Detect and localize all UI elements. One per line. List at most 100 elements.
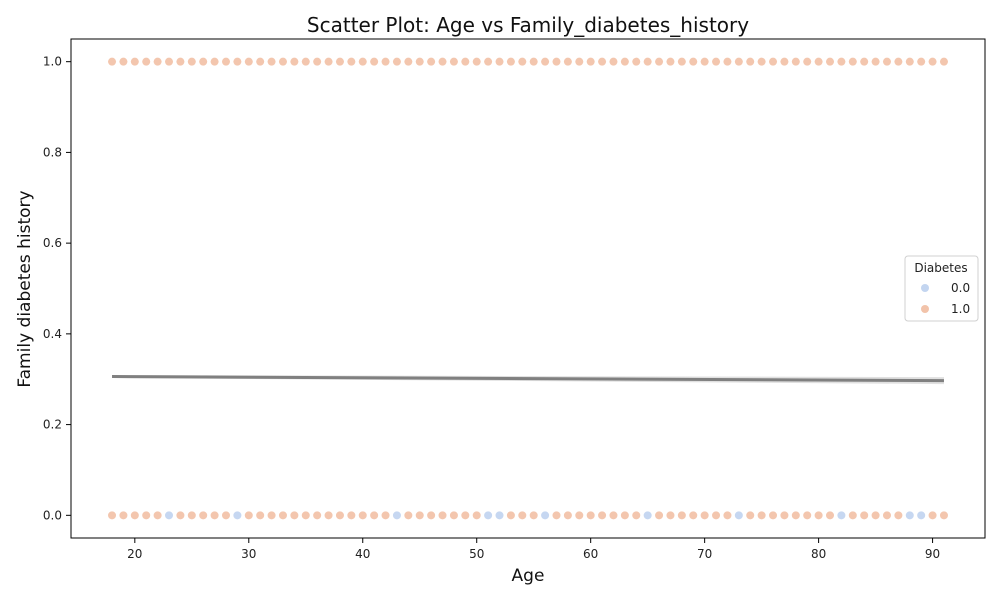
point-1.0	[677, 57, 686, 66]
point-1.0	[119, 511, 128, 520]
trendline	[112, 375, 944, 383]
point-0.0	[917, 511, 926, 520]
point-1.0	[860, 511, 869, 520]
point-1.0	[677, 511, 686, 520]
point-1.0	[187, 511, 196, 520]
point-1.0	[335, 57, 344, 66]
point-1.0	[894, 511, 903, 520]
y-axis-ticks: 0.0 0.2 0.4 0.6 0.8 1.0	[43, 55, 71, 522]
y-axis-title: Family diabetes history	[15, 190, 35, 387]
point-0.0	[233, 511, 242, 520]
point-1.0	[575, 511, 584, 520]
point-1.0	[199, 511, 208, 520]
point-1.0	[791, 57, 800, 66]
point-1.0	[324, 511, 333, 520]
point-1.0	[894, 57, 903, 66]
point-1.0	[518, 57, 527, 66]
point-1.0	[153, 511, 162, 520]
point-1.0	[165, 57, 174, 66]
point-1.0	[632, 57, 641, 66]
point-1.0	[415, 57, 424, 66]
point-1.0	[826, 57, 835, 66]
point-1.0	[324, 57, 333, 66]
point-1.0	[928, 57, 937, 66]
point-1.0	[221, 511, 230, 520]
y-tick-label: 1.0	[43, 55, 62, 69]
point-1.0	[746, 57, 755, 66]
point-1.0	[290, 511, 299, 520]
point-1.0	[939, 57, 948, 66]
legend-title: Diabetes	[914, 261, 967, 275]
x-tick-label: 20	[127, 547, 142, 561]
point-1.0	[780, 57, 789, 66]
point-1.0	[769, 57, 778, 66]
point-1.0	[609, 57, 618, 66]
legend-label-0: 0.0	[951, 281, 970, 295]
point-1.0	[529, 57, 538, 66]
point-1.0	[244, 511, 253, 520]
point-1.0	[655, 511, 664, 520]
point-1.0	[575, 57, 584, 66]
point-0.0	[643, 511, 652, 520]
point-1.0	[210, 57, 219, 66]
point-1.0	[632, 511, 641, 520]
point-1.0	[290, 57, 299, 66]
point-1.0	[620, 57, 629, 66]
x-tick-label: 40	[355, 547, 370, 561]
point-1.0	[871, 511, 880, 520]
point-1.0	[256, 57, 265, 66]
point-1.0	[780, 511, 789, 520]
point-1.0	[871, 57, 880, 66]
point-1.0	[267, 511, 276, 520]
x-tick-label: 60	[583, 547, 598, 561]
point-1.0	[700, 57, 709, 66]
chart-title: Scatter Plot: Age vs Family_diabetes_his…	[307, 13, 749, 37]
point-1.0	[848, 511, 857, 520]
point-1.0	[563, 511, 572, 520]
point-1.0	[199, 57, 208, 66]
point-1.0	[882, 57, 891, 66]
point-1.0	[552, 57, 561, 66]
point-1.0	[814, 511, 823, 520]
point-1.0	[449, 511, 458, 520]
point-1.0	[187, 57, 196, 66]
point-1.0	[803, 511, 812, 520]
point-1.0	[370, 57, 379, 66]
x-tick-label: 80	[811, 547, 826, 561]
y-tick-label: 0.6	[43, 236, 62, 250]
point-1.0	[278, 57, 287, 66]
point-1.0	[712, 511, 721, 520]
point-0.0	[392, 511, 401, 520]
point-1.0	[176, 511, 185, 520]
point-0.0	[165, 511, 174, 520]
point-1.0	[108, 511, 117, 520]
point-1.0	[221, 57, 230, 66]
point-1.0	[689, 57, 698, 66]
point-1.0	[723, 57, 732, 66]
point-1.0	[278, 511, 287, 520]
point-1.0	[723, 511, 732, 520]
point-1.0	[370, 511, 379, 520]
trendline-layer	[112, 375, 944, 385]
point-1.0	[461, 57, 470, 66]
point-1.0	[757, 57, 766, 66]
x-axis-ticks: 20 30 40 50 60 70 80 90	[127, 538, 940, 561]
point-1.0	[928, 511, 937, 520]
point-1.0	[427, 57, 436, 66]
point-1.0	[244, 57, 253, 66]
point-1.0	[347, 57, 356, 66]
point-1.0	[552, 511, 561, 520]
point-1.0	[666, 511, 675, 520]
point-1.0	[700, 511, 709, 520]
x-tick-label: 90	[925, 547, 940, 561]
point-1.0	[848, 57, 857, 66]
point-1.0	[939, 511, 948, 520]
point-1.0	[598, 511, 607, 520]
y-tick-label: 0.8	[43, 145, 62, 159]
point-1.0	[666, 57, 675, 66]
point-1.0	[301, 511, 310, 520]
point-1.0	[313, 511, 322, 520]
plot-frame	[70, 38, 986, 539]
point-1.0	[506, 511, 515, 520]
